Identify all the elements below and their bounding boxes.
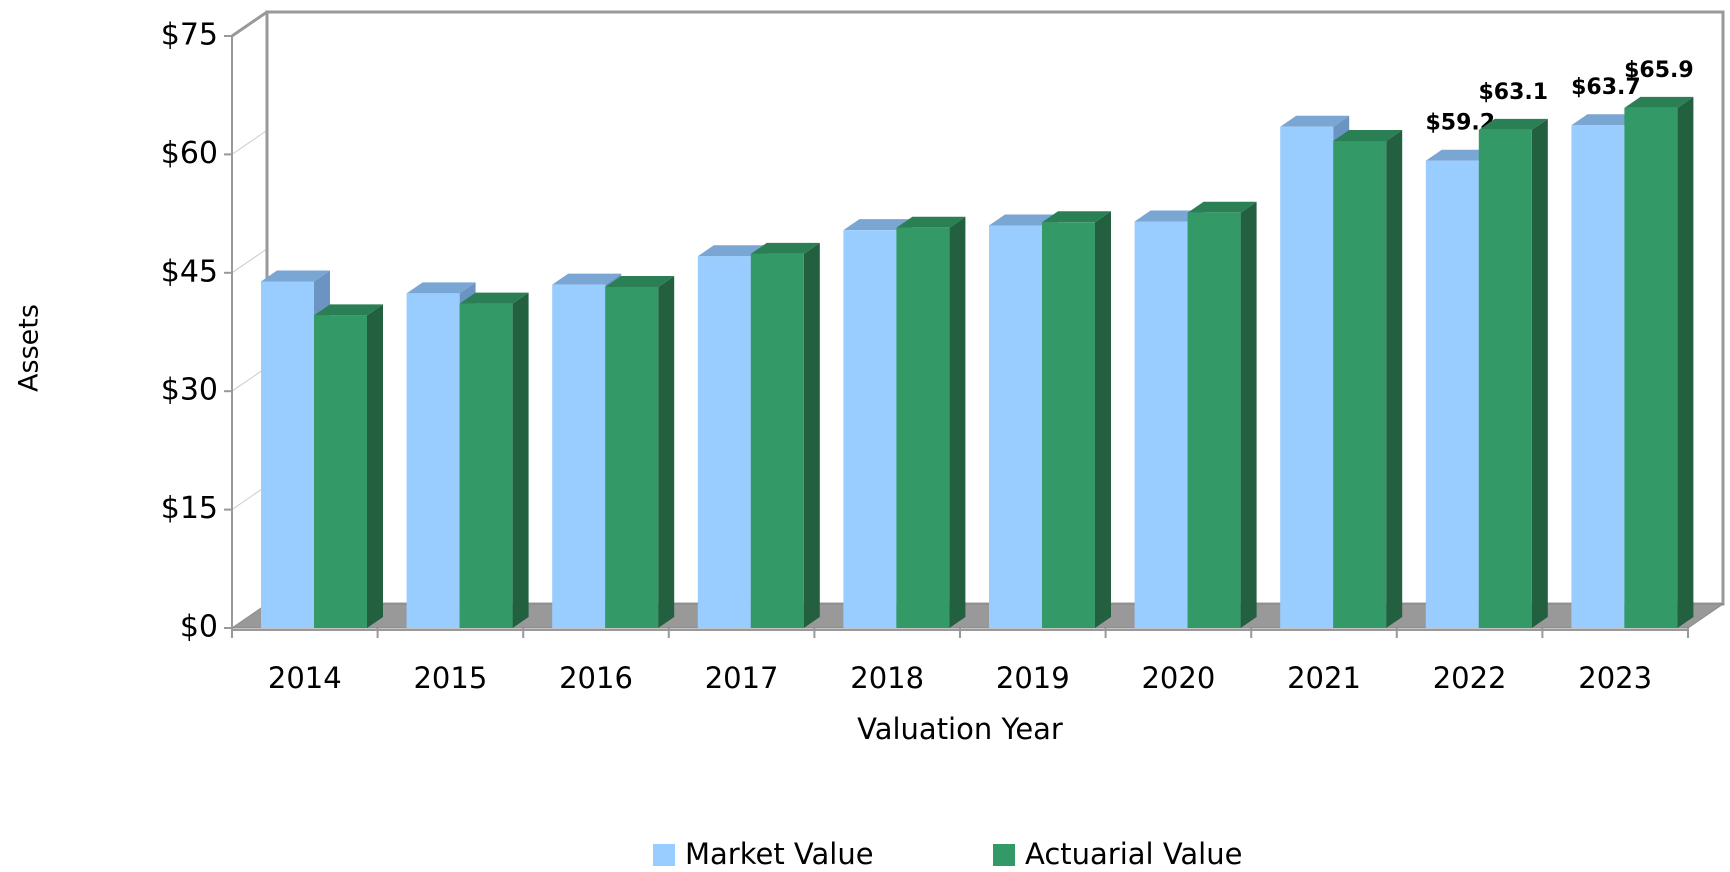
bar-front — [697, 256, 751, 628]
bar — [896, 216, 966, 629]
legend-swatch — [653, 844, 675, 866]
bar-top — [1425, 149, 1495, 161]
x-tick-label: 2022 — [1433, 661, 1507, 695]
bar-front — [989, 225, 1042, 628]
bar — [605, 276, 675, 628]
bar — [314, 304, 383, 628]
wall-tick — [231, 129, 268, 155]
bar-top — [1478, 118, 1548, 130]
bar-front — [1280, 126, 1334, 629]
bar-front — [459, 303, 513, 628]
bar-front — [406, 293, 460, 628]
bar-front — [1187, 212, 1241, 628]
bar-top — [750, 242, 820, 254]
bar — [1333, 129, 1403, 629]
bar-top — [1042, 211, 1111, 223]
bar-front — [1333, 140, 1387, 629]
x-tick-label: 2014 — [268, 661, 342, 695]
x-tick-label: 2021 — [1287, 661, 1361, 695]
bar-front — [896, 227, 950, 629]
bar — [1478, 118, 1548, 628]
x-tick-label: 2016 — [559, 661, 633, 695]
x-tick-label: 2020 — [1141, 661, 1215, 695]
x-tick-label: 2017 — [705, 661, 779, 695]
bar-top — [1571, 114, 1641, 126]
legend-swatch — [993, 844, 1015, 866]
bar-top — [989, 214, 1058, 226]
bar-top — [1134, 210, 1204, 222]
bar-front — [261, 281, 314, 628]
legend-label: Actuarial Value — [1025, 837, 1242, 871]
bar-front — [1425, 160, 1479, 628]
bar-side — [1386, 129, 1403, 629]
y-tick-label: $45 — [161, 254, 218, 289]
x-tick-label: 2023 — [1578, 661, 1652, 695]
bar-front — [1042, 222, 1095, 629]
bar — [459, 292, 529, 628]
bar-front — [314, 315, 367, 628]
bar-top — [406, 282, 476, 294]
wall-tick — [231, 11, 268, 37]
bar-top — [1280, 115, 1350, 127]
bar-top — [314, 304, 383, 316]
bar-top — [1187, 201, 1257, 213]
bar-top — [552, 273, 622, 285]
y-tick-label: $15 — [161, 491, 218, 526]
bar-side — [1095, 211, 1111, 629]
bar — [1624, 96, 1694, 628]
y-tick-label: $0 — [180, 610, 218, 645]
bar-side — [367, 304, 383, 628]
data-label: $63.7 — [1571, 75, 1641, 100]
bar-front — [843, 230, 897, 628]
bar-front — [605, 287, 659, 628]
bar-side — [1531, 118, 1548, 628]
x-tick-label: 2018 — [850, 661, 924, 695]
bar-top — [1333, 129, 1403, 141]
bar-side — [949, 216, 966, 629]
bar-top — [843, 219, 913, 231]
bar-front — [1134, 221, 1188, 628]
bar — [1187, 201, 1257, 628]
bar-side — [512, 292, 529, 628]
bar-top — [459, 292, 529, 304]
bar-front — [1624, 107, 1678, 628]
bar-side — [803, 242, 820, 628]
data-label: $65.9 — [1624, 58, 1694, 83]
y-tick-label: $75 — [161, 18, 218, 53]
bar-top — [261, 270, 330, 282]
bar-side — [1677, 96, 1694, 628]
bar-front — [750, 253, 804, 628]
bar-front — [552, 284, 606, 628]
bar-top — [1624, 96, 1694, 108]
bar-top — [896, 216, 966, 228]
bar — [1042, 211, 1111, 629]
data-label: $63.1 — [1479, 80, 1549, 105]
y-tick-label: $60 — [161, 136, 218, 171]
y-tick-label: $30 — [161, 373, 218, 408]
y-axis-label: Assets — [14, 304, 45, 392]
bar-side — [1240, 201, 1257, 628]
x-tick-label: 2015 — [413, 661, 487, 695]
bar — [750, 242, 820, 628]
bar-top — [697, 245, 767, 257]
bar — [1134, 210, 1204, 628]
bar-side — [658, 276, 675, 628]
legend-label: Market Value — [685, 837, 874, 871]
bar-front — [1571, 125, 1625, 628]
bar-top — [605, 276, 675, 288]
wall-tick — [231, 248, 268, 274]
x-tick-label: 2019 — [996, 661, 1070, 695]
bar-front — [1478, 129, 1532, 628]
x-axis-label: Valuation Year — [857, 712, 1063, 746]
